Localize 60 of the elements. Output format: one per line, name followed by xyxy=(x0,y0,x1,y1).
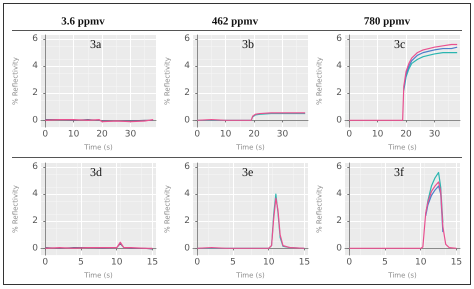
y-tick-label: 2 xyxy=(32,216,38,226)
y-tick-label: 4 xyxy=(184,189,190,200)
y-tick-label: 6 xyxy=(32,162,38,172)
line-series xyxy=(403,52,458,92)
annotation: 3c xyxy=(394,37,406,51)
x-tick-label: 15 xyxy=(450,258,462,268)
x-tick-label: 10 xyxy=(68,130,80,140)
chart-title: 780 ppmv xyxy=(364,16,411,28)
x-tick-label: 10 xyxy=(262,258,275,268)
y-tick-label: 6 xyxy=(336,162,342,172)
y-tick-label: 4 xyxy=(336,189,342,200)
y-tick-label: 6 xyxy=(184,34,190,44)
x-tick-label: 5 xyxy=(230,258,236,268)
y-tick-label: 2 xyxy=(32,88,38,98)
line-series xyxy=(348,181,458,249)
y-tick-label: 6 xyxy=(336,34,342,44)
y-tick-label: 6 xyxy=(184,162,190,172)
x-tick-label: 0 xyxy=(42,258,48,268)
chart-title: 3.6 ppmv xyxy=(61,16,106,28)
x-tick-label: 0 xyxy=(346,130,352,140)
y-tick-label: 2 xyxy=(336,88,342,98)
x-tick-label: 10 xyxy=(414,258,427,268)
x-tick-label: 10 xyxy=(372,130,384,140)
x-tick-label: 0 xyxy=(194,258,200,268)
x-tick-label: 0 xyxy=(42,130,48,140)
y-tick-label: 4 xyxy=(184,61,190,72)
x-tick-label: 20 xyxy=(248,130,260,140)
annotation: 3e xyxy=(242,165,254,179)
x-tick-label: 30 xyxy=(276,130,288,140)
y-tick-label: 4 xyxy=(32,189,38,200)
y-tick-label: 6 xyxy=(32,34,38,44)
x-tick-label: 10 xyxy=(110,258,123,268)
y-tick-label: 0 xyxy=(184,115,190,126)
x-tick-label: 15 xyxy=(298,258,310,268)
x-tick-label: 20 xyxy=(96,130,108,140)
y-tick-label: 2 xyxy=(184,88,190,98)
y-tick-label: 4 xyxy=(32,61,38,72)
y-tick-label: 0 xyxy=(32,115,38,126)
annotation: 3d xyxy=(90,165,102,179)
x-tick-label: 5 xyxy=(382,258,388,268)
y-tick-label: 0 xyxy=(336,243,342,254)
x-tick-label: 30 xyxy=(124,130,136,140)
annotation: 3b xyxy=(242,37,254,51)
y-tick-label: 2 xyxy=(336,216,342,226)
y-tick-label: 2 xyxy=(184,216,190,226)
line-series xyxy=(425,185,444,233)
chart-title: 462 ppmv xyxy=(212,16,259,28)
y-tick-label: 0 xyxy=(336,115,342,126)
x-tick-label: 0 xyxy=(194,130,200,140)
x-tick-label: 0 xyxy=(346,258,352,268)
x-tick-label: 20 xyxy=(400,130,412,140)
y-tick-label: 0 xyxy=(184,243,190,254)
x-tick-label: 10 xyxy=(220,130,232,140)
y-tick-label: 4 xyxy=(336,61,342,72)
x-tick-label: 15 xyxy=(146,258,158,268)
annotation: 3f xyxy=(394,165,404,179)
x-tick-label: 30 xyxy=(428,130,440,140)
y-tick-label: 0 xyxy=(32,243,38,254)
x-tick-label: 5 xyxy=(78,258,84,268)
annotation: 3a xyxy=(90,37,102,51)
